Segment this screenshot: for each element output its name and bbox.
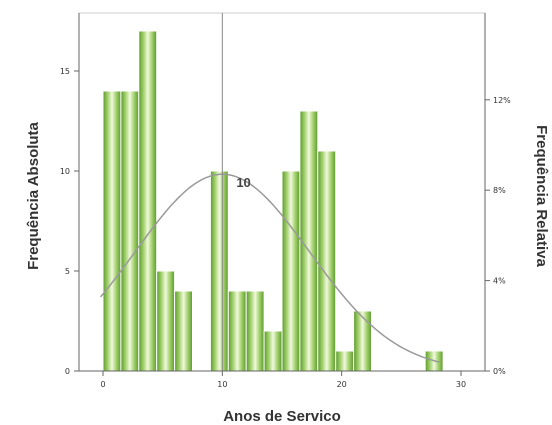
histogram-bar — [120, 90, 140, 372]
histogram-bar — [317, 150, 337, 372]
y2-tick-label: 12% — [493, 96, 511, 105]
x-tick-label: 0 — [100, 380, 105, 389]
y-axis-title-right: Frequência Relativa — [533, 125, 550, 267]
histogram-bar — [353, 310, 373, 372]
bars-group — [102, 30, 444, 372]
histogram-bar — [209, 170, 229, 372]
histogram-bar — [156, 270, 176, 372]
y-tick-label: 0 — [65, 367, 70, 376]
histogram-bar — [102, 90, 122, 372]
y2-tick-label: 4% — [493, 277, 506, 286]
histogram-bar — [299, 110, 319, 372]
histogram-bar — [335, 350, 355, 372]
y2-tick-label: 0% — [493, 367, 506, 376]
y-tick-label: 5 — [65, 267, 70, 276]
histogram-bar — [263, 330, 283, 372]
reference-line-label: 10 — [236, 175, 250, 190]
x-tick-label: 30 — [456, 380, 466, 389]
x-tick-label: 20 — [337, 380, 347, 389]
y-tick-label: 15 — [60, 67, 70, 76]
histogram-bar — [174, 290, 194, 372]
histogram-bar — [245, 290, 265, 372]
x-tick-label: 10 — [217, 380, 227, 389]
histogram-bar — [281, 170, 301, 372]
histogram-bar — [227, 290, 247, 372]
histogram-bar — [138, 30, 158, 372]
ticks-group: 0 5 10 15 0% 4% 8% 12% 0 10 20 30 — [60, 67, 511, 389]
normal-curve — [100, 173, 440, 363]
y2-tick-label: 8% — [493, 186, 506, 195]
y-tick-label: 10 — [60, 167, 70, 176]
y-axis-title-left: Frequência Absoluta — [25, 121, 42, 269]
x-axis-title: Anos de Servico — [223, 408, 341, 425]
